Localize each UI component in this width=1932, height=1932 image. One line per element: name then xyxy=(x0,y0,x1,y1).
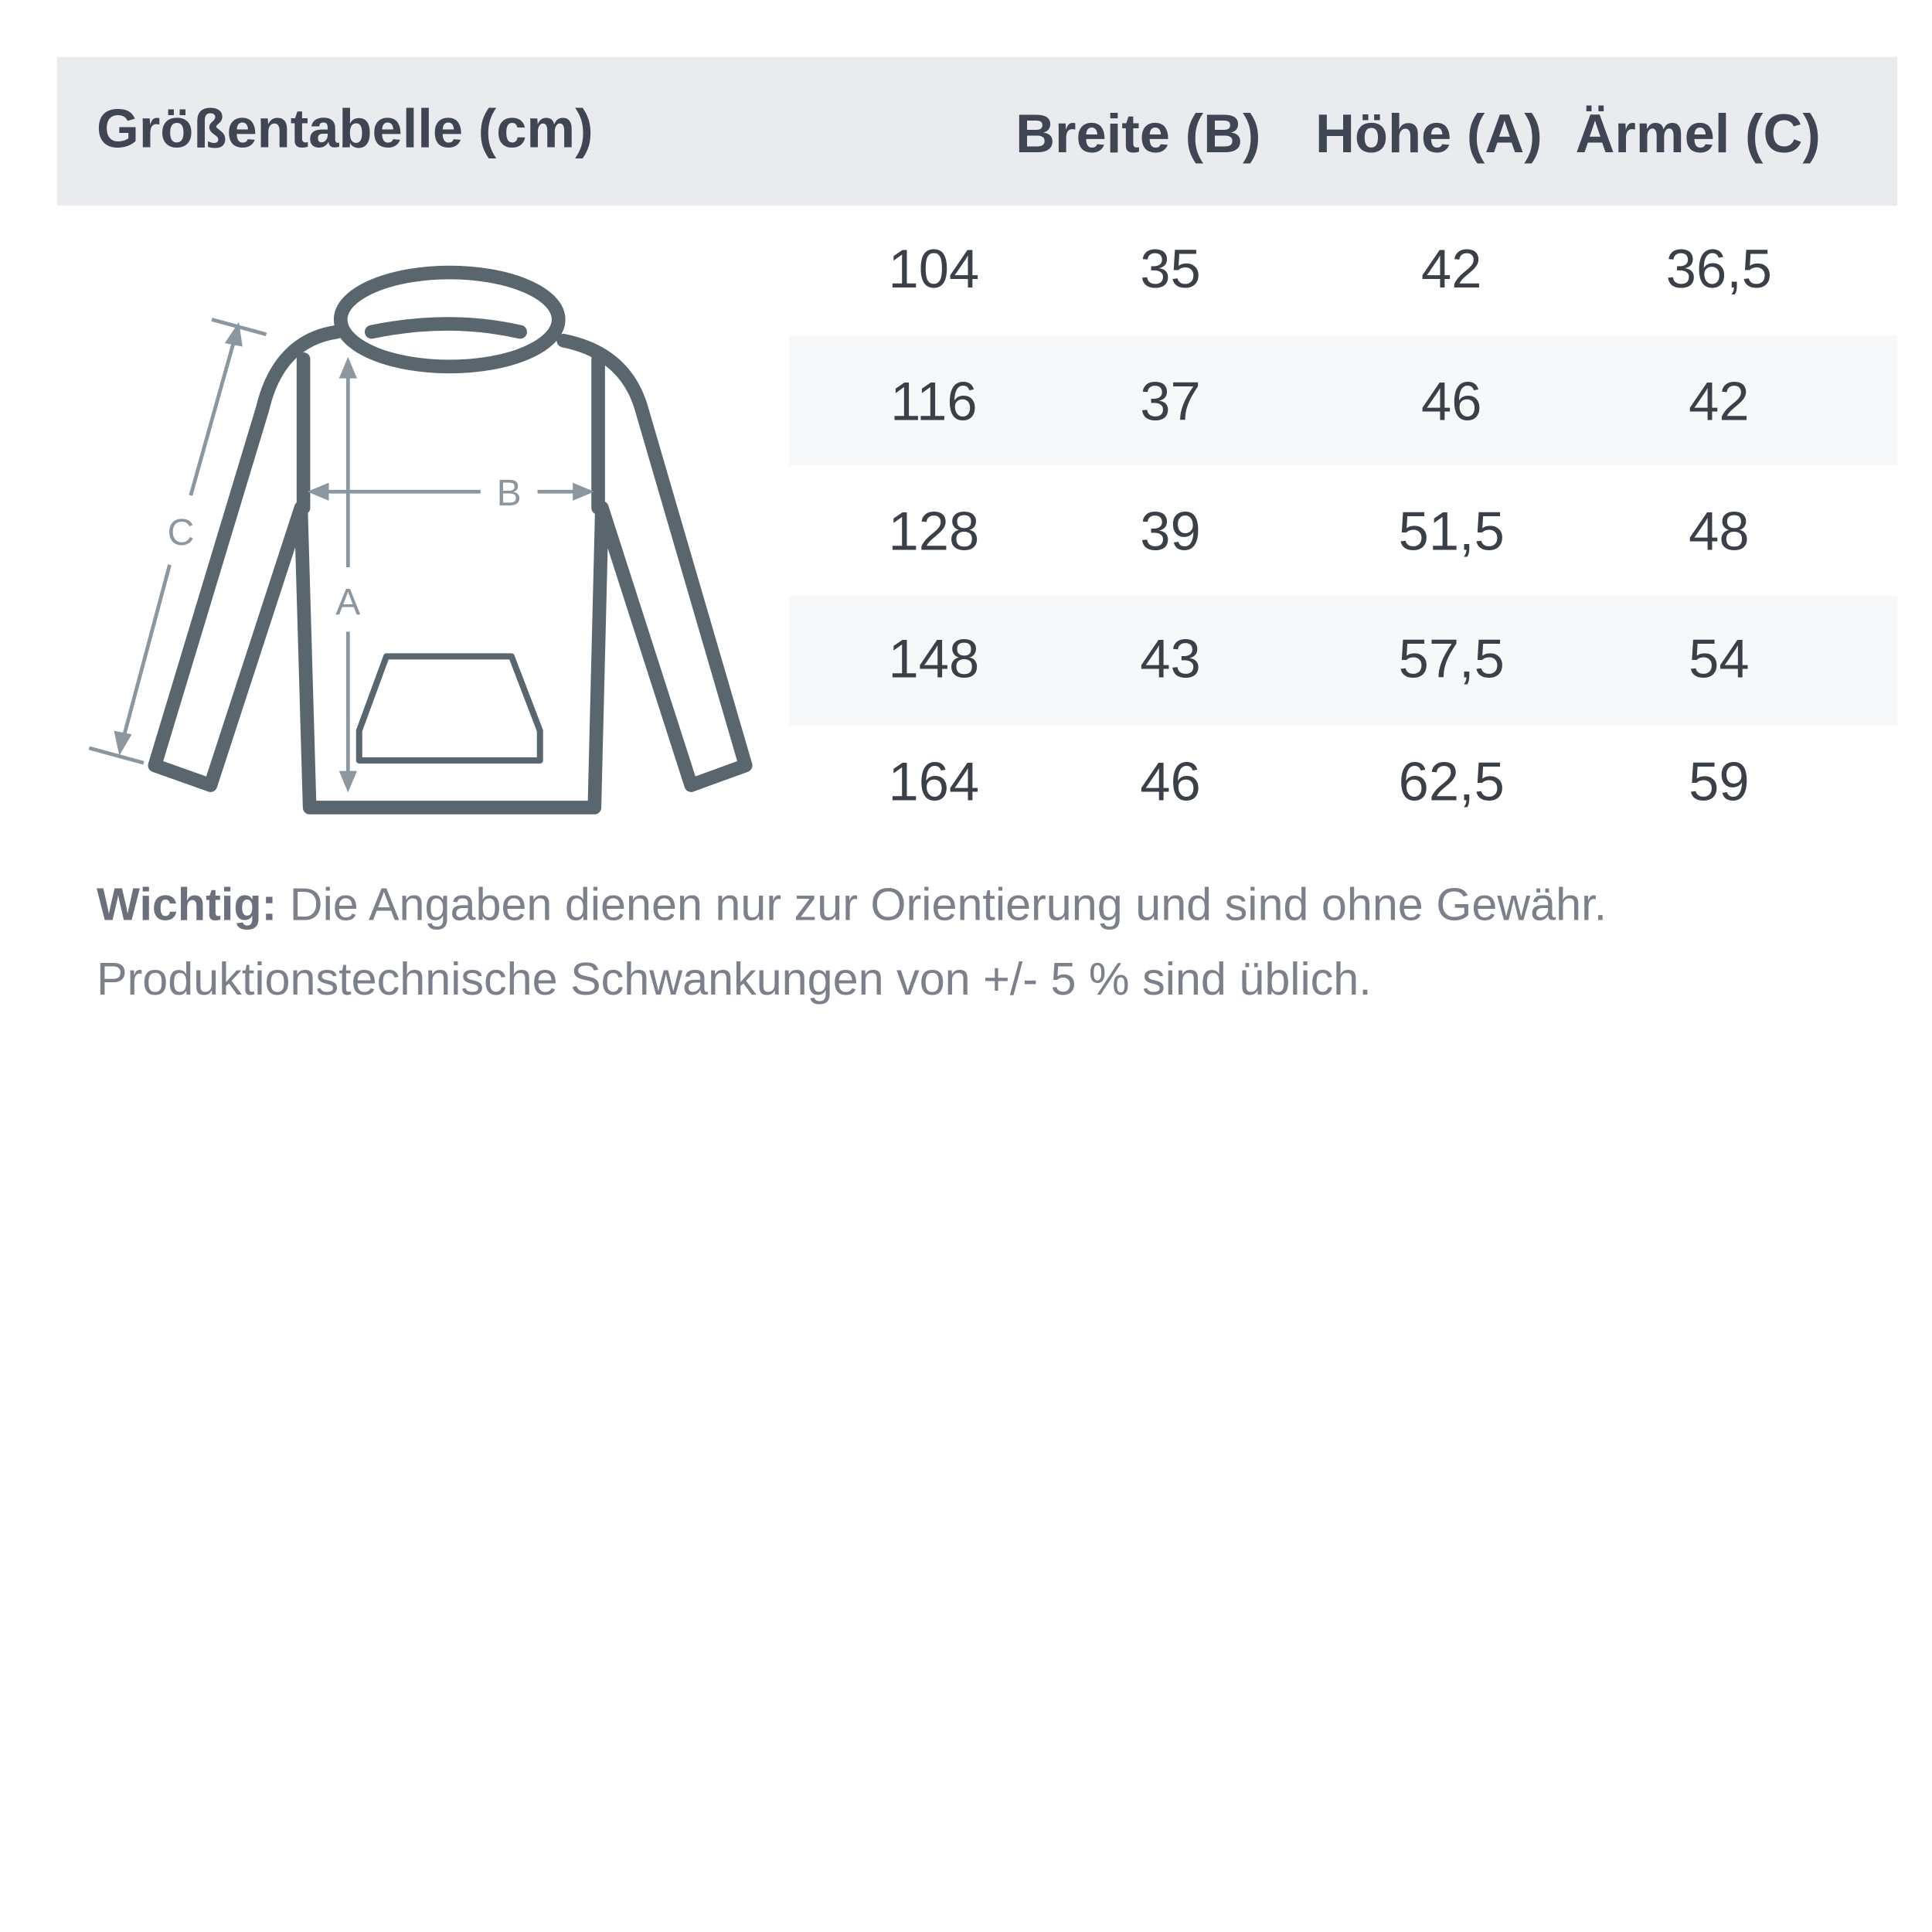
hoodie-icon: A B C xyxy=(88,265,753,815)
note-line-1: Wichtig: Die Angaben dienen nur zur Orie… xyxy=(97,879,1607,931)
cell-breite: 43 xyxy=(1140,629,1201,690)
label-b: B xyxy=(497,472,522,514)
cell-breite: 39 xyxy=(1140,502,1201,563)
label-c: C xyxy=(168,512,195,553)
column-header-aermel: Ärmel (C) xyxy=(1575,104,1821,165)
cell-aermel: 59 xyxy=(1689,751,1750,813)
cell-aermel: 36,5 xyxy=(1665,239,1773,300)
cell-breite: 35 xyxy=(1140,239,1201,300)
note-line-2: Produktionstechnische Schwankungen von +… xyxy=(97,954,1372,1005)
cell-aermel: 42 xyxy=(1689,371,1750,433)
cell-size: 164 xyxy=(888,751,980,813)
cell-breite: 46 xyxy=(1140,751,1201,813)
cell-size: 116 xyxy=(890,371,978,433)
table-header xyxy=(56,56,1898,206)
cell-size: 128 xyxy=(888,502,980,563)
cell-aermel: 54 xyxy=(1689,629,1750,690)
table-title: Größentabelle (cm) xyxy=(97,99,594,160)
label-a: A xyxy=(335,581,360,623)
column-header-hoehe: Höhe (A) xyxy=(1315,104,1543,165)
cell-hoehe: 42 xyxy=(1421,239,1482,300)
table-row xyxy=(788,595,1898,726)
note-bold: Wichtig: xyxy=(97,879,277,930)
cell-breite: 37 xyxy=(1140,371,1201,433)
cell-hoehe: 62,5 xyxy=(1398,751,1505,813)
cell-hoehe: 46 xyxy=(1421,371,1482,433)
note-text-1: Die Angaben dienen nur zur Orientierung … xyxy=(289,879,1607,930)
cell-size: 148 xyxy=(888,629,980,690)
cell-aermel: 48 xyxy=(1689,502,1750,563)
table-row xyxy=(788,335,1898,466)
cell-hoehe: 57,5 xyxy=(1398,629,1505,690)
column-header-breite: Breite (B) xyxy=(1015,104,1261,165)
cell-size: 104 xyxy=(888,239,980,300)
cell-hoehe: 51,5 xyxy=(1398,502,1505,563)
